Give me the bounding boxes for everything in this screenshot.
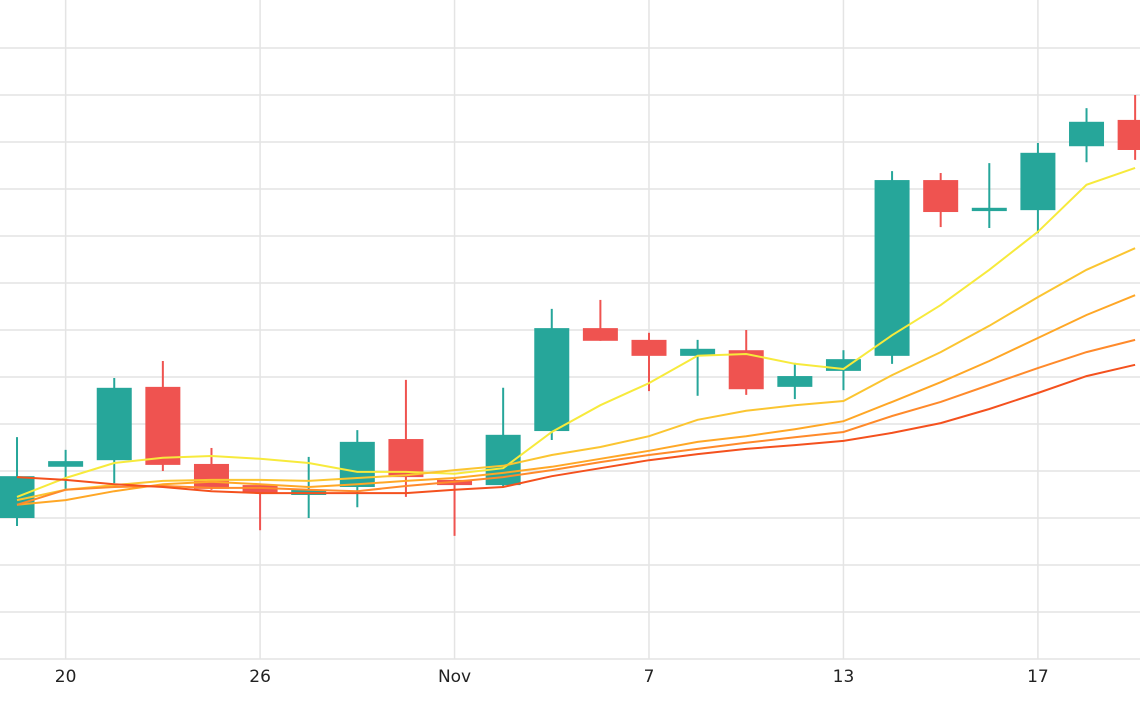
candle-body bbox=[582, 328, 618, 341]
candle-body bbox=[242, 485, 278, 494]
candle-body bbox=[48, 461, 84, 467]
candle-body bbox=[874, 180, 910, 356]
x-tick-label: 17 bbox=[1027, 667, 1049, 687]
moving-average-line bbox=[16, 247, 1136, 502]
candle-body bbox=[971, 207, 1007, 212]
x-tick-label: 20 bbox=[55, 667, 77, 687]
candle-body bbox=[777, 376, 813, 387]
candle-body bbox=[339, 441, 375, 487]
candle-body bbox=[923, 180, 959, 213]
x-tick-label: Nov bbox=[438, 667, 471, 687]
candle-body bbox=[825, 359, 861, 371]
moving-average-line bbox=[16, 363, 1136, 495]
candle-body bbox=[631, 339, 667, 356]
candle-body bbox=[680, 348, 716, 356]
moving-average-line bbox=[16, 166, 1136, 498]
x-tick-label: 26 bbox=[249, 667, 271, 687]
x-tick-label: 13 bbox=[833, 667, 855, 687]
candle-body bbox=[1069, 121, 1105, 147]
candle-body bbox=[1020, 152, 1056, 211]
candle-body bbox=[193, 463, 229, 489]
moving-average-line bbox=[16, 338, 1136, 506]
moving-average-line bbox=[16, 294, 1136, 506]
candle-body bbox=[96, 387, 132, 461]
x-tick-label: 7 bbox=[644, 667, 655, 687]
candle-body bbox=[1117, 119, 1140, 150]
candle-body bbox=[145, 386, 181, 465]
candle-body bbox=[534, 328, 570, 432]
candle-body bbox=[388, 439, 424, 478]
